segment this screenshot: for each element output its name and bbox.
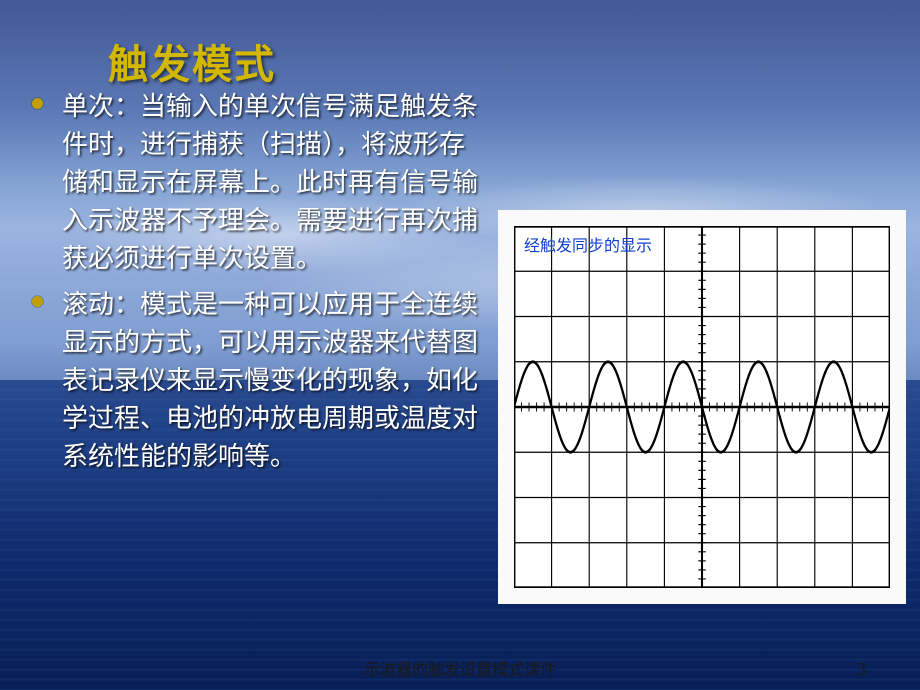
oscilloscope-grid [514, 226, 890, 588]
bullet-item: 单次：当输入的单次信号满足触发条件时，进行捕获（扫描），将波形存储和显示在屏幕上… [24, 88, 479, 278]
scope-caption: 经触发同步的显示 [524, 232, 652, 256]
bullet-label: 单次 [62, 92, 114, 121]
content-area: 单次：当输入的单次信号满足触发条件时，进行捕获（扫描），将波形存储和显示在屏幕上… [24, 88, 479, 484]
bullet-dot-icon [32, 296, 43, 307]
oscilloscope-figure: 经触发同步的显示 [498, 210, 906, 604]
bullet-body: ：模式是一种可以应用于全连续显示的方式，可以用示波器来代替图表记录仪来显示慢变化… [62, 290, 478, 471]
bullet-text: 滚动：模式是一种可以应用于全连续显示的方式，可以用示波器来代替图表记录仪来显示慢… [62, 286, 479, 476]
page-number: 3 [857, 659, 866, 680]
slide-title: 触发模式 [108, 32, 276, 90]
footer-title: 示波器的触发设置模式课件 [364, 656, 556, 680]
bullet-text: 单次：当输入的单次信号满足触发条件时，进行捕获（扫描），将波形存储和显示在屏幕上… [62, 88, 479, 278]
bullet-item: 滚动：模式是一种可以应用于全连续显示的方式，可以用示波器来代替图表记录仪来显示慢… [24, 286, 479, 476]
bullet-body: ：当输入的单次信号满足触发条件时，进行捕获（扫描），将波形存储和显示在屏幕上。此… [62, 92, 478, 273]
bullet-dot-icon [32, 98, 43, 109]
bullet-label: 滚动 [62, 290, 114, 319]
